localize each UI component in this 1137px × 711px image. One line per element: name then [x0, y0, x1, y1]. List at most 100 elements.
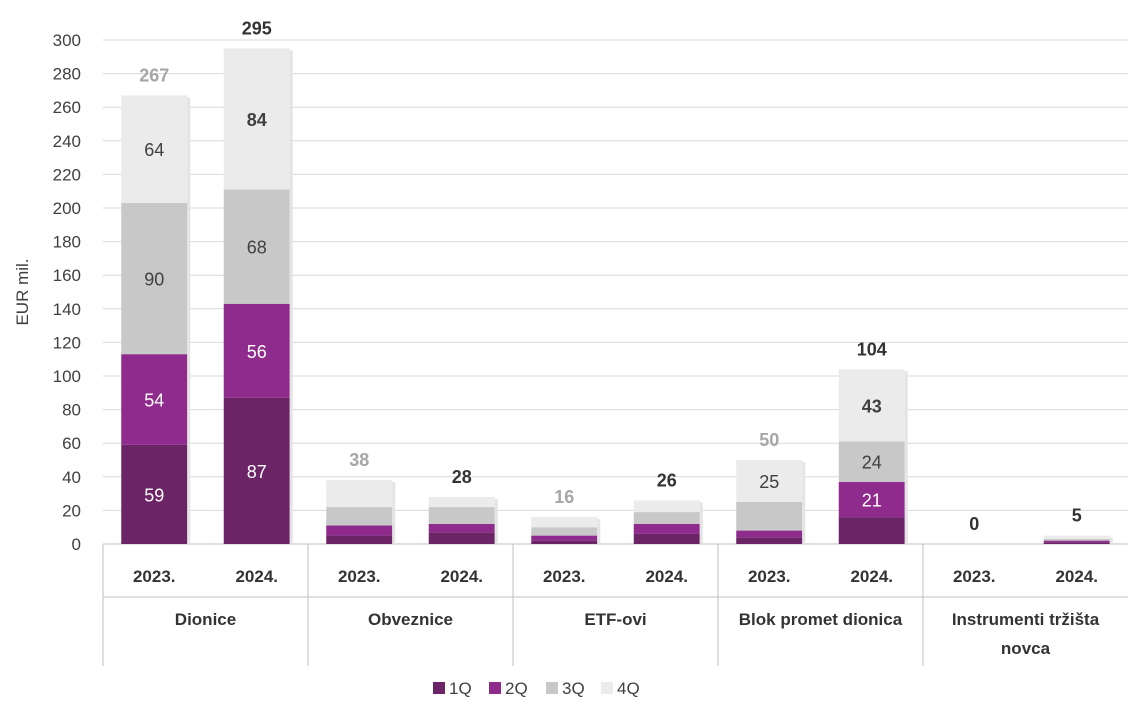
y-tick-label: 0 — [72, 535, 81, 554]
legend-label: 3Q — [562, 679, 585, 698]
y-tick-label: 140 — [53, 300, 81, 319]
bar-shadow — [392, 482, 396, 544]
total-label: 16 — [554, 487, 574, 507]
x-tick-label-group: Blok promet dionica — [739, 610, 903, 629]
data-labels: 5987545621906824648425432672953828162650… — [139, 18, 1082, 534]
total-label: 26 — [657, 470, 677, 490]
bar-segment — [121, 354, 188, 445]
legend-swatch — [546, 682, 558, 694]
y-tick-label: 200 — [53, 199, 81, 218]
bar-shadow — [1109, 537, 1113, 544]
bar-segment — [736, 530, 803, 538]
data-label: 90 — [144, 270, 164, 290]
x-tick-label-group: Dionice — [175, 610, 236, 629]
legend-swatch — [433, 682, 445, 694]
y-tick-label: 80 — [62, 401, 81, 420]
total-label: 50 — [759, 430, 779, 450]
x-tick-label-group: Instrumenti tržišta novca — [952, 610, 1100, 658]
y-tick-label: 280 — [53, 65, 81, 84]
x-tick-label-year: 2023. — [338, 567, 381, 586]
bar-shadow — [289, 50, 293, 545]
x-tick-label-year: 2024. — [235, 567, 278, 586]
y-tick-label: 240 — [53, 132, 81, 151]
bar-segment — [736, 460, 803, 502]
total-label: 295 — [242, 18, 272, 38]
data-label: 64 — [144, 140, 164, 160]
x-tick-label-year: 2024. — [645, 567, 688, 586]
bar-segment — [1043, 535, 1110, 539]
bar-segment — [531, 540, 598, 544]
bar-segment — [428, 523, 495, 533]
bar-segment — [428, 496, 495, 508]
bar-segment — [326, 535, 393, 544]
bar-shadow — [802, 462, 806, 544]
data-label: 43 — [862, 396, 882, 416]
x-tick-label-year: 2024. — [850, 567, 893, 586]
x-tick-label-year: 2024. — [440, 567, 483, 586]
y-tick-label: 120 — [53, 333, 81, 352]
data-label: 84 — [247, 110, 267, 130]
data-label: 87 — [247, 462, 267, 482]
total-label: 5 — [1072, 506, 1082, 526]
data-label: 56 — [247, 342, 267, 362]
legend-label: 4Q — [617, 679, 640, 698]
bar-segment — [633, 500, 700, 513]
y-tick-label: 220 — [53, 165, 81, 184]
bar-segment — [838, 441, 905, 482]
x-tick-label-year: 2023. — [543, 567, 586, 586]
y-tick-label: 100 — [53, 367, 81, 386]
legend-label: 1Q — [449, 679, 472, 698]
bar-segment — [838, 517, 905, 544]
bar-segment — [633, 523, 700, 534]
bar-segment — [121, 202, 188, 355]
x-tick-label-year: 2023. — [133, 567, 176, 586]
data-label: 59 — [144, 485, 164, 505]
legend-label: 2Q — [505, 679, 528, 698]
legend-swatch — [601, 682, 613, 694]
x-tick-label-group: Obveznice — [368, 610, 453, 629]
bar-segment — [633, 533, 700, 544]
bar-segment — [531, 535, 598, 541]
bar-segment — [121, 444, 188, 544]
bar-segment — [531, 527, 598, 536]
data-label: 21 — [862, 490, 882, 510]
data-label: 24 — [862, 453, 882, 473]
data-label: 54 — [144, 391, 164, 411]
bar-shadow — [187, 97, 191, 544]
axes: 0204060801001201401601802002202402602803… — [53, 31, 1128, 666]
bar-segment — [326, 480, 393, 508]
legend: 1Q 2Q 3Q 4Q — [433, 679, 640, 698]
y-tick-label: 180 — [53, 233, 81, 252]
y-tick-label: 20 — [62, 501, 81, 520]
y-tick-label: 300 — [53, 31, 81, 50]
data-label: 68 — [247, 238, 267, 258]
bar-segment — [1043, 542, 1110, 544]
total-label: 267 — [139, 65, 169, 85]
x-tick-label-group: ETF-ovi — [584, 610, 646, 629]
bar-segment — [428, 532, 495, 544]
bar-segment — [223, 397, 290, 544]
data-label: 25 — [759, 472, 779, 492]
bar-segment — [326, 507, 393, 526]
x-tick-label-year: 2023. — [953, 567, 996, 586]
bar-segment — [223, 48, 290, 190]
total-label: 104 — [857, 339, 887, 359]
x-tick-label-year: 2023. — [748, 567, 791, 586]
bar-segment — [736, 537, 803, 544]
bars — [121, 48, 1113, 545]
total-label: 28 — [452, 467, 472, 487]
y-tick-label: 260 — [53, 98, 81, 117]
bar-shadow — [597, 519, 601, 544]
bar-segment — [326, 525, 393, 536]
y-axis-label: EUR mil. — [13, 258, 32, 325]
bar-segment — [428, 507, 495, 524]
bar-segment — [223, 303, 290, 398]
bar-segment — [838, 369, 905, 442]
legend-swatch — [489, 682, 501, 694]
y-tick-label: 60 — [62, 434, 81, 453]
bar-shadow — [699, 502, 703, 544]
bar-segment — [1043, 540, 1110, 543]
bar-segment — [736, 502, 803, 531]
bar-segment — [838, 481, 905, 518]
